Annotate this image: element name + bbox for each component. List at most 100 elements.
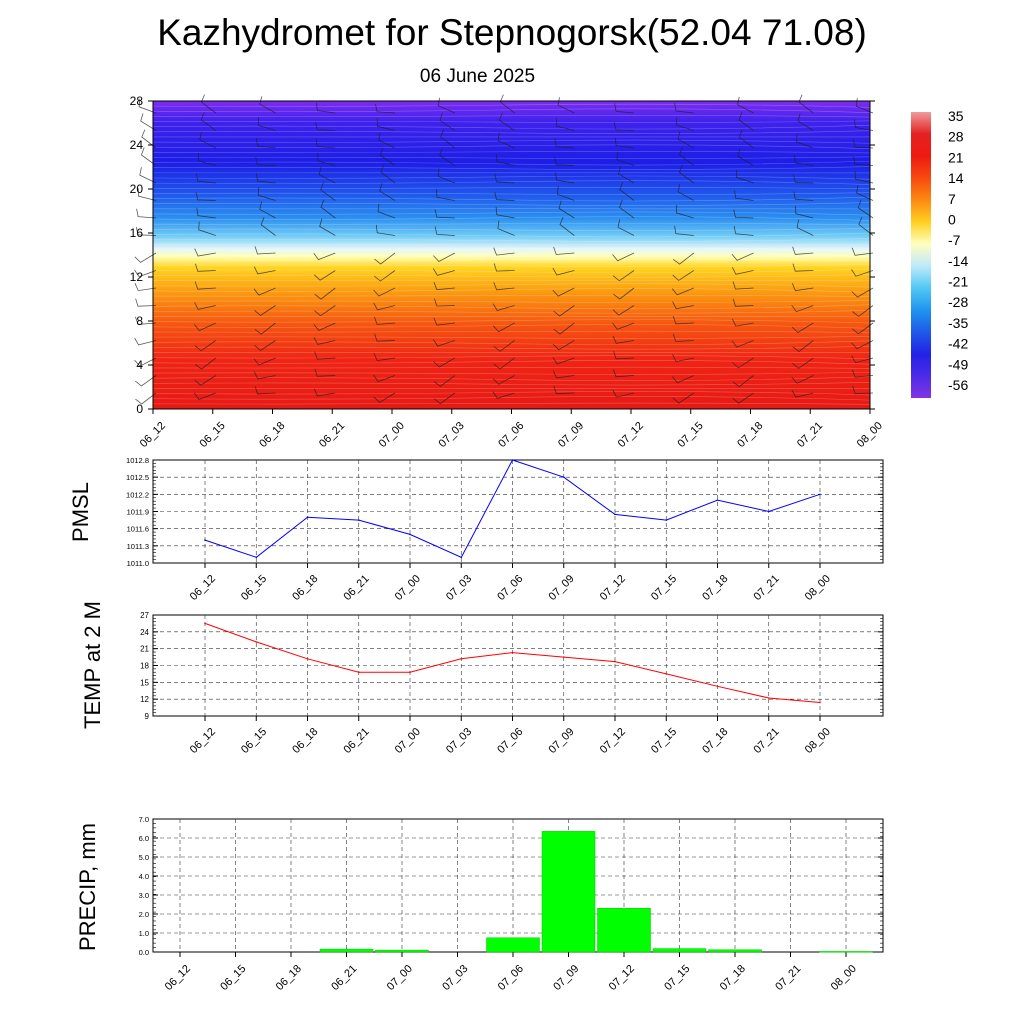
- y-tick-label: 0.0: [139, 948, 149, 957]
- y-axis-title: PRECIP, mm: [75, 823, 100, 951]
- wind-barb: [375, 224, 396, 236]
- wind-barb: [433, 252, 455, 262]
- wind-barb: [254, 322, 276, 335]
- plot-frame: [152, 614, 884, 717]
- contour-line: [152, 402, 871, 405]
- y-tick-label: 1011.9: [127, 508, 149, 517]
- temperature-field: [153, 101, 870, 409]
- wind-barb: [257, 117, 276, 131]
- y-tick-label: 20: [130, 182, 144, 196]
- wind-barb: [731, 340, 754, 348]
- wind-barb: [852, 385, 874, 395]
- wind-barb: [314, 351, 336, 360]
- wind-barb: [793, 174, 814, 184]
- colorbar-label: 35: [948, 108, 964, 124]
- wind-barb: [856, 185, 874, 201]
- wind-barb: [433, 282, 455, 291]
- pmsl-point: [562, 476, 565, 478]
- colorbar-label: -56: [948, 377, 968, 393]
- contour-line: [152, 160, 871, 166]
- contour-line: [152, 139, 871, 144]
- wind-barb: [619, 199, 635, 219]
- wind-barb: [437, 97, 455, 114]
- wind-barb: [136, 208, 157, 219]
- contour-line: [152, 156, 871, 159]
- wind-barb: [672, 354, 694, 363]
- x-tick-label: 07_03: [437, 420, 467, 450]
- x-tick-label: 07_21: [752, 573, 782, 603]
- y-tick-label: 1012.8: [126, 456, 149, 465]
- wind-barb: [672, 316, 694, 325]
- wind-barb: [737, 96, 754, 114]
- y-tick-label: 1011.0: [127, 559, 149, 568]
- wind-barb: [253, 266, 276, 275]
- wind-barb: [257, 187, 276, 201]
- wind-barb: [437, 168, 455, 184]
- wind-barb: [557, 97, 575, 114]
- wind-barb: [199, 131, 216, 149]
- wind-barb: [791, 283, 814, 292]
- contour-line: [152, 376, 871, 381]
- wind-barb: [314, 368, 336, 377]
- wind-barb: [134, 375, 157, 387]
- wind-barb: [193, 392, 216, 400]
- y-tick-label: 4: [136, 358, 143, 372]
- wind-barb: [798, 94, 814, 114]
- colorbar: 35 28 21 14 7 0 -7 -14 -21 -28 -35 -42 -49 -56: [911, 108, 968, 398]
- y-tick-label: 12: [130, 270, 144, 284]
- y-tick-label: 1011.3: [127, 542, 149, 551]
- wind-barb: [313, 322, 336, 331]
- wind-barb: [792, 340, 814, 353]
- wind-barb: [253, 357, 276, 366]
- wind-barb: [140, 113, 157, 131]
- wind-barb: [552, 340, 575, 351]
- wind-barb: [554, 156, 575, 166]
- contour-line: [152, 151, 871, 154]
- x-tick-label: 07_00: [377, 420, 407, 450]
- wind-barb: [851, 322, 874, 335]
- x-tick-label: 06_15: [198, 420, 228, 450]
- wind-barb: [375, 103, 396, 114]
- pmsl-point: [306, 516, 309, 519]
- temp-point: [357, 671, 360, 674]
- chart-title: Kazhydromet for Stepnogorsk(52.04 71.08): [157, 12, 867, 53]
- y-tick-label: 1012.2: [126, 490, 149, 499]
- contour-line: [152, 115, 871, 118]
- wind-barb: [853, 156, 874, 166]
- wind-barb: [317, 152, 336, 166]
- wind-barb: [614, 137, 635, 149]
- wind-barb: [254, 246, 276, 255]
- x-tick-label: 06_15: [239, 573, 269, 603]
- contour-line: [152, 175, 871, 180]
- wind-barb: [552, 287, 575, 297]
- wind-barb: [373, 353, 396, 362]
- wind-barb: [254, 386, 276, 395]
- x-tick-label: 07_06: [495, 573, 525, 603]
- wind-barb: [733, 209, 754, 219]
- x-tick-label: 06_21: [342, 726, 372, 756]
- contour-line: [152, 247, 871, 252]
- wind-barb: [194, 281, 216, 290]
- wind-barb: [315, 121, 336, 131]
- precip-bar: [652, 948, 707, 953]
- x-tick-label: 07_21: [795, 420, 825, 450]
- x-tick-label: 06_21: [317, 420, 347, 450]
- contour-line: [152, 144, 871, 149]
- contour-line: [152, 192, 871, 195]
- temp-point: [614, 660, 616, 663]
- colorbar-label: -49: [948, 356, 968, 372]
- x-tick-label: 06_18: [290, 573, 320, 603]
- wind-barb: [678, 147, 695, 166]
- contour-line: [152, 274, 871, 278]
- plot-frame: [152, 818, 884, 953]
- plot-frame: [152, 459, 884, 564]
- wind-barb: [676, 204, 694, 219]
- wind-barb: [858, 216, 874, 236]
- wind-barb: [314, 287, 336, 300]
- precip-bar: [541, 831, 596, 953]
- precip-bar: [708, 949, 762, 953]
- temperature-cross-section: 0 4 8 12 16 20 24 28 06_12 06_15 06_18 06_21 07_00 07…: [130, 94, 885, 450]
- colorbar-label: -35: [948, 315, 968, 331]
- wind-barb: [434, 298, 455, 307]
- wind-barb: [318, 166, 336, 184]
